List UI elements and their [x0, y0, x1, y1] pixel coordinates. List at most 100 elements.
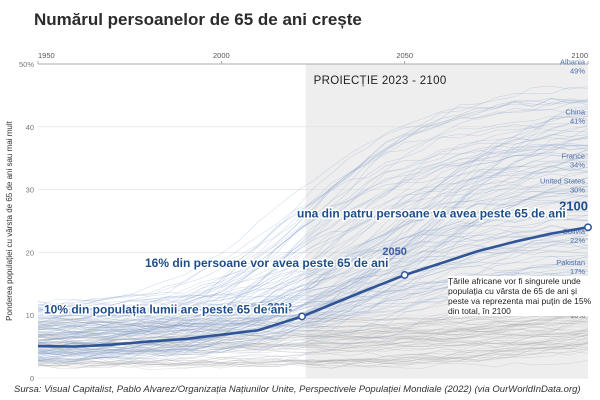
country-line-blue — [37, 185, 589, 314]
annotation-2100: una din patru persoane va avea peste 65 … — [297, 206, 566, 220]
country-line-blue — [37, 160, 589, 335]
country-line-blue — [37, 100, 589, 341]
country-line-blue — [37, 116, 589, 310]
country-line-grey — [37, 332, 589, 338]
country-line-blue — [37, 255, 589, 354]
country-line-blue — [38, 152, 589, 347]
highlight-marker-2100 — [584, 223, 592, 232]
country-line-grey — [37, 328, 589, 365]
country-line-blue — [37, 146, 589, 326]
country-line-grey — [37, 314, 589, 338]
highlight-marker-2050 — [400, 271, 409, 279]
year-label-2050: 2050 — [382, 246, 406, 258]
country-line-grey — [37, 335, 589, 346]
country-line-blue — [37, 133, 589, 360]
country-line-blue — [37, 195, 589, 311]
country-line-grey — [37, 335, 589, 365]
country-line-blue — [37, 145, 589, 319]
x-tick-2000: 2000 — [213, 51, 230, 60]
country-line-grey — [37, 321, 589, 335]
country-line-blue — [37, 123, 589, 353]
country-line-grey — [37, 333, 589, 370]
country-line-grey — [37, 340, 589, 368]
country-line-blue — [37, 144, 589, 361]
country-line-blue — [37, 137, 589, 358]
country-line-blue — [37, 171, 589, 363]
country-line-blue — [37, 233, 589, 345]
country-line-blue — [37, 106, 589, 353]
country-line-blue — [37, 263, 589, 342]
country-line-blue — [37, 98, 589, 328]
country-label-france: France — [562, 151, 585, 160]
country-line-grey — [37, 295, 589, 336]
country-line-blue — [37, 163, 589, 311]
country-line-grey — [37, 317, 589, 351]
country-line-grey — [37, 328, 589, 354]
country-value-france: 34% — [570, 160, 585, 169]
country-line-blue — [37, 225, 589, 328]
country-line-blue — [37, 194, 589, 361]
country-line-blue — [37, 257, 589, 355]
annotation-2050: 16% din persoane vor avea peste 65 de an… — [145, 256, 388, 270]
country-line-grey — [37, 330, 589, 365]
country-line-blue — [37, 216, 589, 329]
country-line-blue — [37, 98, 589, 307]
x-tick-1950: 1950 — [38, 51, 55, 60]
country-line-blue — [37, 136, 589, 357]
country-line-grey — [37, 341, 589, 368]
country-line-blue — [37, 149, 589, 325]
country-line-grey — [37, 341, 589, 366]
country-line-grey — [37, 349, 589, 365]
country-value-china: 41% — [570, 117, 585, 126]
country-line-grey — [37, 309, 589, 343]
y-axis-ticks: 0 10 20 30 40 50% — [19, 60, 34, 383]
country-line-grey — [37, 316, 589, 354]
country-line-blue — [37, 154, 589, 348]
y-tick-0: 0 — [30, 374, 34, 383]
country-line-grey — [37, 326, 589, 337]
country-line-blue — [38, 214, 589, 349]
source-caption: Sursa: Visual Capitalist, Pablo Alvarez/… — [14, 384, 581, 395]
country-line-grey — [37, 337, 589, 348]
country-label-united-states: United States — [540, 177, 585, 186]
x-tick-2050: 2050 — [396, 51, 413, 60]
country-line-blue — [37, 137, 589, 321]
country-line-blue — [37, 177, 589, 359]
country-line-grey — [37, 321, 589, 335]
country-value-pakistan: 17% — [570, 267, 585, 276]
country-line-blue — [37, 168, 589, 342]
year-label-2022: 2022 — [268, 301, 292, 313]
country-line-blue — [37, 259, 589, 334]
country-line-blue — [37, 225, 589, 354]
country-line-grey — [37, 308, 589, 324]
country-line-blue — [37, 225, 589, 329]
country-line-grey — [37, 320, 589, 327]
country-line-blue — [37, 183, 589, 338]
country-line-grey — [37, 360, 589, 370]
country-line-blue — [37, 234, 589, 321]
country-line-grey — [37, 343, 589, 358]
country-line-blue — [37, 249, 589, 343]
highlight-marker-2022 — [298, 312, 306, 321]
country-line-blue — [37, 177, 589, 353]
country-line-blue — [37, 149, 589, 338]
x-axis-ticks: 1950 2000 2050 2100 — [37, 51, 589, 64]
country-line-blue — [37, 180, 589, 356]
country-line-grey — [37, 346, 589, 353]
country-line-grey — [37, 309, 589, 350]
annotation-2022: 10% din populația lumii are peste 65 de … — [44, 302, 288, 316]
country-line-blue — [37, 240, 589, 355]
country-line-blue — [37, 143, 589, 307]
country-line-grey — [37, 320, 589, 331]
country-line-blue — [37, 238, 589, 329]
country-line-blue — [37, 224, 589, 323]
y-tick-50: 50% — [19, 60, 34, 69]
country-line-grey — [37, 328, 589, 367]
country-line-grey — [37, 309, 589, 353]
country-line-blue — [37, 158, 589, 330]
country-line-blue — [37, 190, 589, 313]
country-line-blue — [37, 219, 589, 323]
country-line-blue — [37, 254, 589, 336]
